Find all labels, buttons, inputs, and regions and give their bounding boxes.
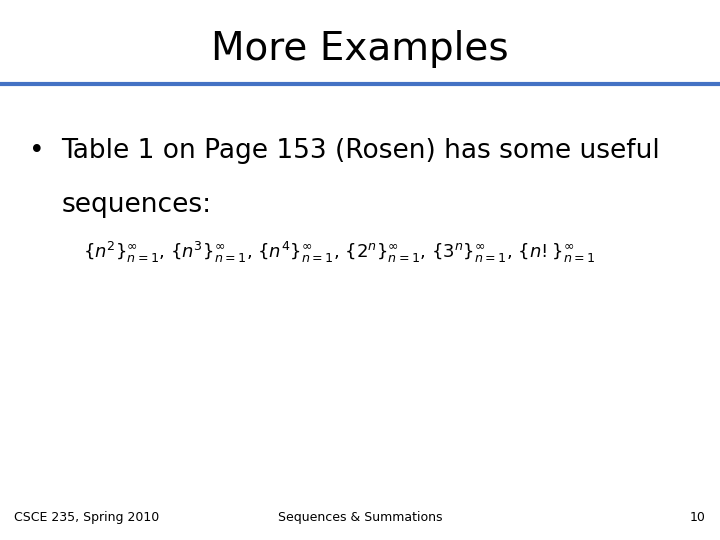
Text: More Examples: More Examples xyxy=(211,30,509,68)
Text: •: • xyxy=(29,138,45,164)
Text: CSCE 235, Spring 2010: CSCE 235, Spring 2010 xyxy=(14,511,160,524)
Text: Table 1 on Page 153 (Rosen) has some useful: Table 1 on Page 153 (Rosen) has some use… xyxy=(61,138,660,164)
Text: Sequences & Summations: Sequences & Summations xyxy=(278,511,442,524)
Text: 10: 10 xyxy=(690,511,706,524)
Text: sequences:: sequences: xyxy=(61,192,212,218)
Text: $\{n^2\}_{n=1}^{\infty}$, $\{n^3\}_{n=1}^{\infty}$, $\{n^4\}_{n=1}^{\infty}$, $\: $\{n^2\}_{n=1}^{\infty}$, $\{n^3\}_{n=1}… xyxy=(83,240,595,265)
